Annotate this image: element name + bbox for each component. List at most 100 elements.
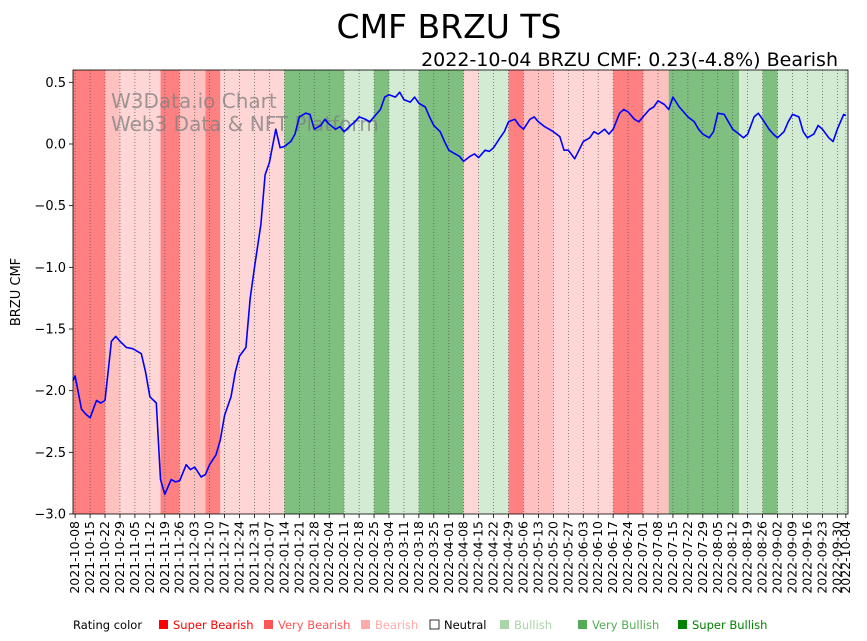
x-tick-label: 2021-11-19 <box>157 521 172 594</box>
legend-swatch-5 <box>578 620 587 629</box>
rating-band-11 <box>418 70 464 514</box>
rating-bands <box>73 70 848 514</box>
y-axis: −3.0 −2.5 −2.0 −1.5 −1.0 −0.5 0.0 0.5 <box>34 76 73 523</box>
legend-swatch-1 <box>264 620 273 629</box>
x-tick-label: 2022-08-05 <box>710 521 725 594</box>
x-tick-label: 2022-05-13 <box>530 521 545 594</box>
rating-band-12 <box>463 70 479 514</box>
cmf-series <box>72 91 847 496</box>
x-tick-label: 2021-12-03 <box>187 521 202 594</box>
x-tick-label: 2022-05-06 <box>515 521 530 594</box>
x-tick-label: 2021-10-08 <box>67 521 82 594</box>
legend-swatch-2 <box>361 620 370 629</box>
rating-band-5 <box>205 70 221 514</box>
x-tick-label: 2022-02-18 <box>351 521 366 594</box>
x-tick-label: 2022-01-07 <box>261 521 276 594</box>
rating-legend: Rating color Super Bearish Very Bearish Bea… <box>73 618 767 632</box>
x-tick-label: 2022-08-12 <box>725 521 740 594</box>
rating-band-18 <box>643 70 669 514</box>
x-tick-label: 2021-12-24 <box>232 521 247 594</box>
x-tick-label: 2022-02-04 <box>321 521 336 594</box>
x-tick-label: 2022-06-03 <box>575 521 590 594</box>
x-tick-label: 2022-04-08 <box>456 521 471 594</box>
y-tick-label: −1.0 <box>34 261 66 276</box>
chart-title: CMF BRZU TS <box>337 7 562 46</box>
rating-band-9 <box>374 70 389 514</box>
x-tick-label: 2021-11-12 <box>142 521 157 594</box>
x-tick-label: 2022-08-19 <box>740 521 755 594</box>
watermark: W3Data.io Chart Web3 Data & NFT Platform <box>111 89 379 136</box>
x-tick-label: 2021-10-15 <box>82 521 97 594</box>
x-tick-label: 2022-04-22 <box>486 521 501 594</box>
x-tick-label: 2022-07-29 <box>695 521 710 594</box>
watermark-line2: Web3 Data & NFT Platform <box>111 112 379 136</box>
x-tick-label: 2021-12-10 <box>202 521 217 594</box>
legend-label-0: Super Bearish <box>173 618 254 632</box>
axes <box>72 69 849 515</box>
x-tick-label: 2021-12-17 <box>217 521 232 594</box>
rating-band-14 <box>508 70 524 514</box>
legend-swatch-0 <box>159 620 168 629</box>
rating-band-1 <box>105 70 120 514</box>
rating-band-4 <box>179 70 206 514</box>
chart-subtitle: 2022-10-04 BRZU CMF: 0.23(-4.8%) Bearish <box>421 49 838 71</box>
x-tick-label: 2022-01-14 <box>276 521 291 594</box>
x-tick-label: 2021-10-29 <box>112 521 127 594</box>
x-grid <box>74 70 847 514</box>
legend-label-2: Bearish <box>375 618 418 632</box>
x-tick-label: 2022-05-27 <box>560 521 575 594</box>
x-tick-label: 2022-09-09 <box>784 521 799 594</box>
rating-band-22 <box>777 70 848 514</box>
x-tick-label: 2022-05-20 <box>545 521 560 594</box>
x-tick-label: 2022-06-10 <box>590 521 605 594</box>
legend-swatch-3 <box>429 619 440 630</box>
x-tick-label: 2022-10-04 <box>838 521 853 594</box>
x-tick-label: 2021-12-31 <box>246 521 261 594</box>
x-tick-label: 2022-09-30 <box>829 521 844 594</box>
y-tick-label: −3.0 <box>34 508 66 523</box>
x-tick-label: 2022-03-11 <box>396 521 411 594</box>
x-tick-label: 2022-09-23 <box>814 521 829 594</box>
y-tick-label: 0.0 <box>45 138 66 153</box>
rating-band-20 <box>739 70 763 514</box>
y-axis-label: BRZU CMF <box>9 258 24 326</box>
rating-band-21 <box>762 70 778 514</box>
legend-label-3: Neutral <box>444 618 486 632</box>
x-tick-label: 2022-03-18 <box>411 521 426 594</box>
watermark-line1: W3Data.io Chart <box>111 89 277 113</box>
x-tick-label: 2022-03-25 <box>426 521 441 594</box>
x-tick-label: 2022-02-11 <box>336 521 351 594</box>
x-tick-label: 2022-04-01 <box>441 521 456 594</box>
x-tick-label: 2021-10-22 <box>97 521 112 594</box>
x-tick-label: 2021-11-05 <box>127 521 142 594</box>
x-tick-label: 2021-11-26 <box>172 521 187 594</box>
x-tick-label: 2022-01-28 <box>306 521 321 594</box>
x-tick-label: 2022-02-25 <box>366 521 381 594</box>
rating-band-2 <box>119 70 161 514</box>
y-tick-label: −2.5 <box>34 446 66 461</box>
x-tick-label: 2022-06-24 <box>620 521 635 594</box>
y-tick-label: −0.5 <box>34 199 66 214</box>
x-tick-label: 2022-07-15 <box>665 521 680 594</box>
x-tick-label: 2022-07-08 <box>650 521 665 594</box>
x-axis: 2021-10-08 2021-10-15 2021-10-22 2021-10-29… <box>67 514 853 594</box>
legend-label-4: Bullish <box>514 618 552 632</box>
legend-label-1: Very Bearish <box>278 618 350 632</box>
cmf-line-0 <box>72 91 847 496</box>
x-tick-label: 2022-04-15 <box>471 521 486 594</box>
y-tick-label: −2.0 <box>34 384 66 399</box>
x-tick-label: 2022-07-22 <box>680 521 695 594</box>
legend-title: Rating color <box>73 618 142 632</box>
x-tick-label: 2022-07-01 <box>635 521 650 594</box>
x-tick-label: 2022-03-04 <box>381 521 396 594</box>
rating-band-19 <box>668 70 740 514</box>
x-tick-label: 2022-04-29 <box>501 521 516 594</box>
legend-label-6: Super Bullish <box>692 618 767 632</box>
x-tick-label: 2022-06-17 <box>605 521 620 594</box>
rating-band-0 <box>73 70 106 514</box>
x-tick-label: 2022-09-02 <box>770 521 785 594</box>
legend-swatch-6 <box>678 620 687 629</box>
x-tick-label: 2022-08-26 <box>755 521 770 594</box>
plot-frame <box>72 69 849 515</box>
